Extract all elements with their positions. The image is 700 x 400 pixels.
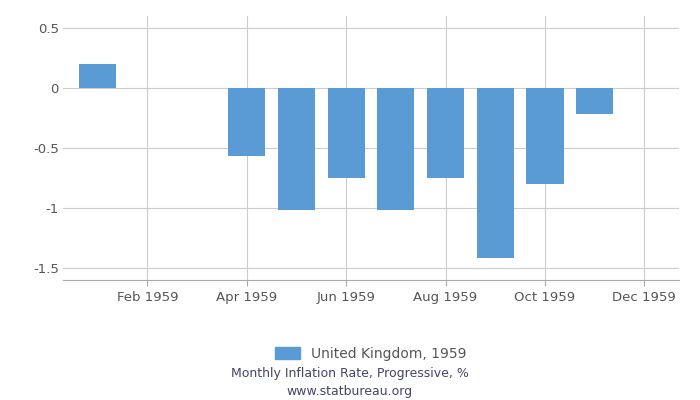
Bar [477, 88, 514, 258]
Bar [278, 88, 315, 210]
Bar [79, 64, 116, 88]
Text: Monthly Inflation Rate, Progressive, %: Monthly Inflation Rate, Progressive, % [231, 368, 469, 380]
Bar [576, 88, 613, 114]
Bar [228, 88, 265, 156]
Bar [328, 88, 365, 178]
Text: www.statbureau.org: www.statbureau.org [287, 386, 413, 398]
Legend: United Kingdom, 1959: United Kingdom, 1959 [268, 340, 474, 368]
Bar [526, 88, 564, 184]
Bar [377, 88, 414, 210]
Bar [427, 88, 464, 178]
